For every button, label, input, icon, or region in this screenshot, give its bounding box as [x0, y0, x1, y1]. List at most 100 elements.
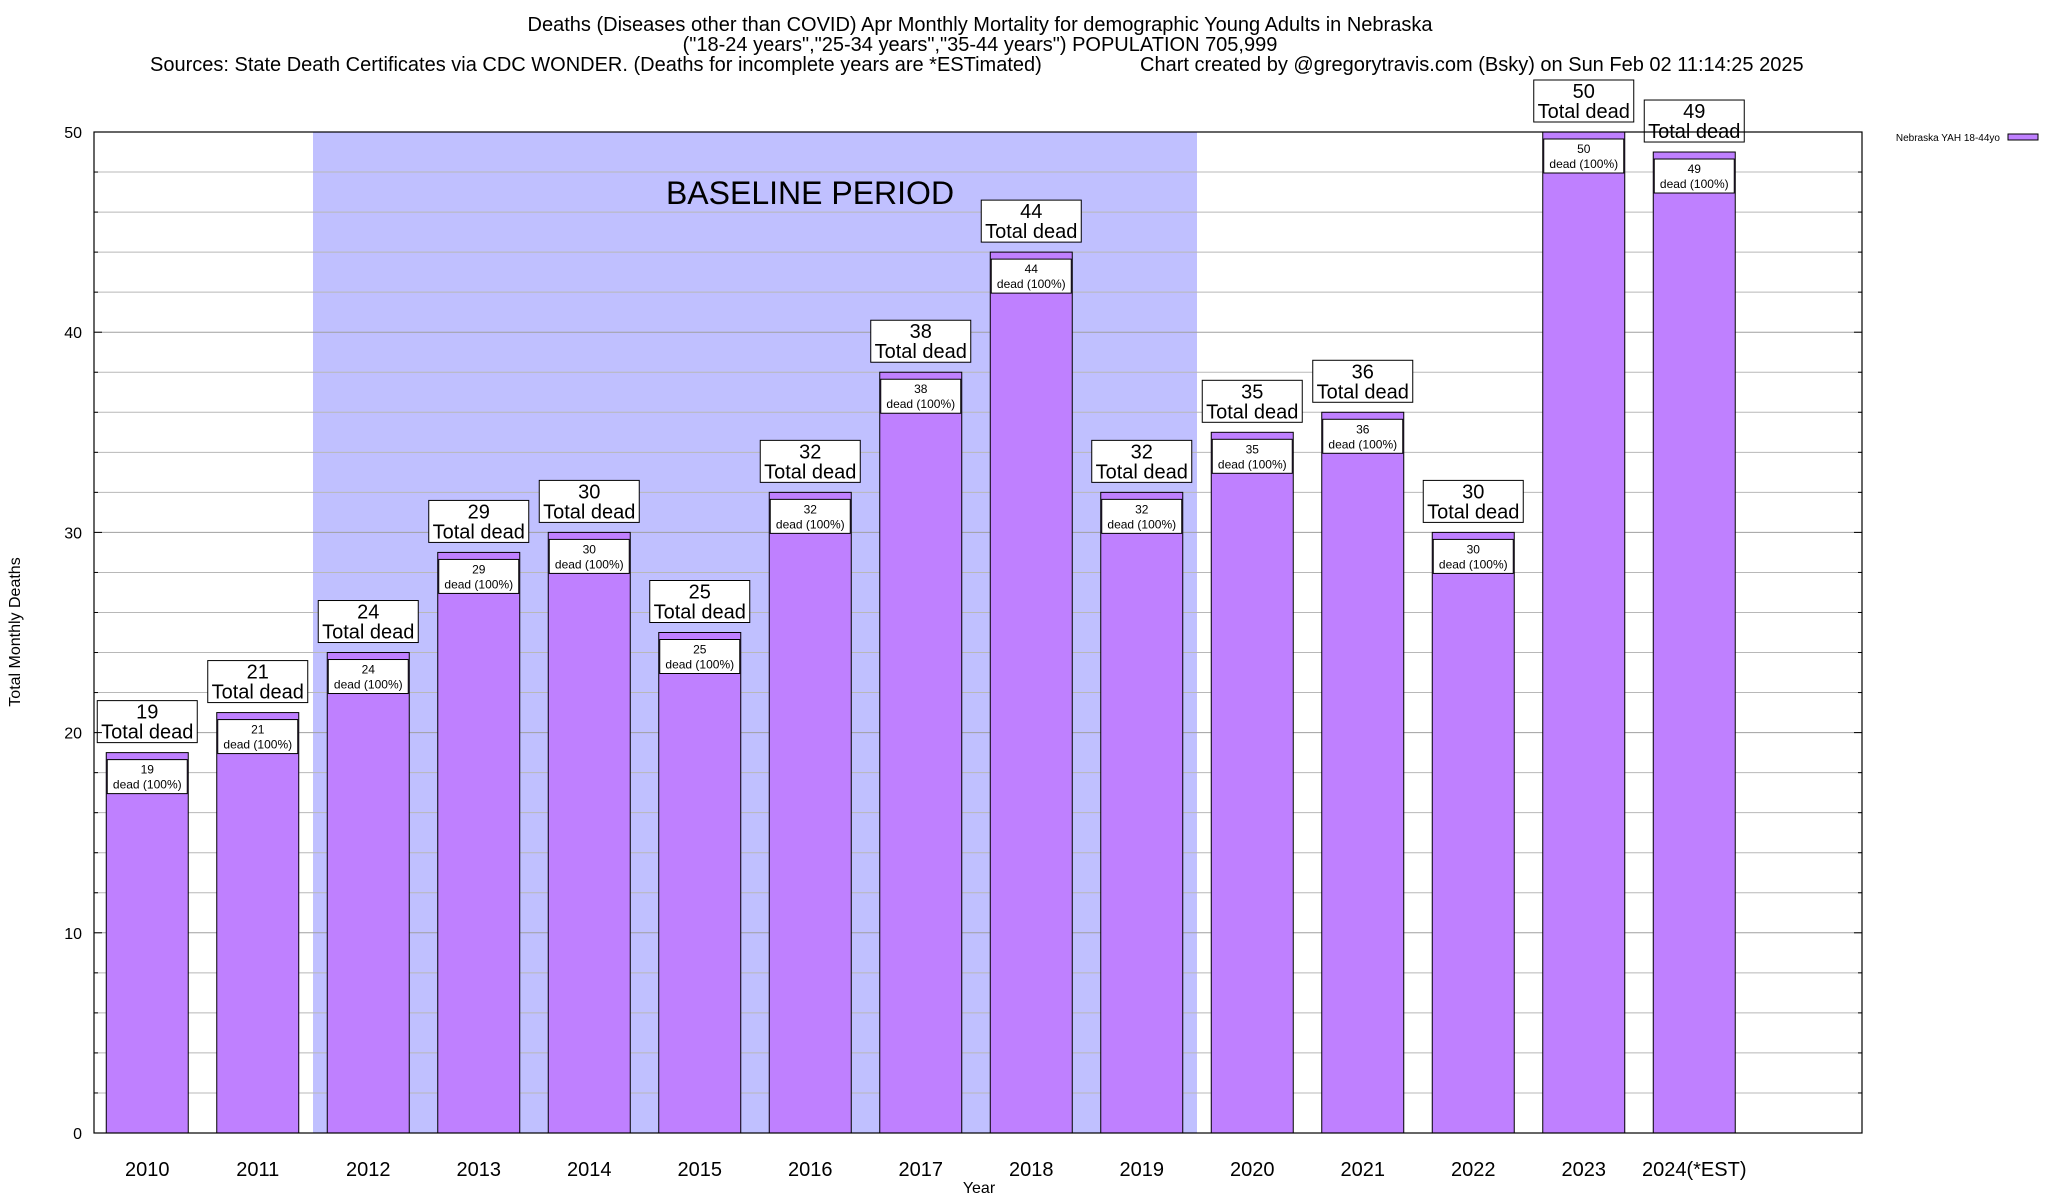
inner-pct-label: dead (100%) — [1107, 517, 1176, 531]
inner-label-box — [548, 538, 630, 574]
inner-label-box — [438, 558, 520, 594]
total-label-box — [1091, 439, 1193, 483]
total-label-box — [207, 660, 309, 704]
total-text-label: Total dead — [322, 622, 414, 644]
total-value-label: 19 — [136, 702, 158, 724]
bar-2021 — [1321, 411, 1405, 1134]
x-tick-label: 2014 — [567, 1159, 612, 1181]
inner-pct-label: dead (100%) — [776, 517, 845, 531]
inner-label-box — [327, 659, 409, 695]
total-label-box — [538, 479, 640, 523]
bar-2024(*EST) — [1652, 151, 1736, 1134]
total-text-label: Total dead — [1096, 461, 1188, 483]
inner-label-box — [769, 498, 851, 534]
total-value-label: 38 — [910, 321, 932, 343]
total-label-box — [96, 700, 198, 744]
y-tick-label: 20 — [64, 726, 82, 743]
inner-pct-label: dead (100%) — [997, 277, 1066, 291]
bar-2013 — [437, 551, 521, 1134]
x-tick-label: 2013 — [457, 1159, 502, 1181]
total-label-box — [980, 199, 1082, 243]
bar-2011 — [216, 712, 300, 1134]
inner-pct-label: dead (100%) — [1660, 177, 1729, 191]
x-tick-label: 2010 — [125, 1159, 170, 1181]
inner-pct-label: dead (100%) — [665, 658, 734, 672]
inner-label-box — [659, 639, 741, 674]
total-text-label: Total dead — [1538, 101, 1630, 123]
total-value-label: 30 — [578, 481, 600, 503]
total-value-label: 30 — [1462, 481, 1484, 503]
total-label-box — [1643, 99, 1745, 143]
inner-pct-label: dead (100%) — [113, 778, 182, 792]
inner-pct-label: dead (100%) — [1218, 457, 1287, 471]
x-tick-label: 2021 — [1341, 1159, 1386, 1181]
x-tick-label: 2017 — [899, 1159, 944, 1181]
inner-label-box — [990, 258, 1072, 294]
total-value-label: 32 — [799, 441, 821, 463]
inner-label-box — [1322, 418, 1404, 454]
total-value-label: 32 — [1131, 441, 1153, 463]
bar-2023 — [1542, 131, 1626, 1134]
y-tick-label: 10 — [64, 926, 82, 943]
inner-label-box — [1211, 438, 1293, 474]
total-label-box — [428, 499, 530, 543]
legend-swatch — [2007, 133, 2039, 141]
total-value-label: 29 — [468, 501, 490, 523]
inner-label-box — [217, 719, 299, 755]
total-value-label: 24 — [357, 602, 379, 624]
inner-pct-label: dead (100%) — [886, 397, 955, 411]
total-value-label: 36 — [1352, 361, 1374, 383]
inner-value-label: 36 — [1356, 422, 1370, 436]
inner-value-label: 44 — [1025, 262, 1039, 276]
chart-subtitle: ("18-24 years","25-34 years","35-44 year… — [682, 34, 1278, 56]
bar-2019 — [1100, 491, 1184, 1134]
total-label-box — [870, 319, 972, 363]
inner-pct-label: dead (100%) — [1439, 557, 1508, 571]
inner-value-label: 30 — [583, 542, 597, 556]
x-tick-label: 2022 — [1451, 1159, 1496, 1181]
total-text-label: Total dead — [1317, 381, 1409, 403]
inner-pct-label: dead (100%) — [444, 577, 513, 591]
bar-2012 — [326, 652, 410, 1134]
inner-pct-label: dead (100%) — [1549, 157, 1618, 171]
x-tick-label: 2023 — [1562, 1159, 1607, 1181]
inner-pct-label: dead (100%) — [1328, 437, 1397, 451]
total-text-label: Total dead — [212, 682, 304, 704]
total-text-label: Total dead — [433, 521, 525, 543]
chart-credit: Chart created by @gregorytravis.com (Bsk… — [1140, 54, 1804, 76]
inner-label-box — [880, 378, 962, 414]
x-tick-label: 2019 — [1120, 1159, 1165, 1181]
bar-2018 — [989, 251, 1073, 1134]
bar-2020 — [1210, 431, 1294, 1134]
x-tick-label: 2020 — [1230, 1159, 1275, 1181]
inner-value-label: 19 — [141, 763, 155, 777]
inner-pct-label: dead (100%) — [334, 678, 403, 692]
inner-label-box — [106, 759, 188, 795]
chart-sources: Sources: State Death Certificates via CD… — [150, 54, 1042, 76]
total-label-box — [1422, 479, 1524, 523]
total-label-box — [759, 439, 861, 483]
total-text-label: Total dead — [764, 461, 856, 483]
bar-2014 — [547, 531, 631, 1134]
total-value-label: 50 — [1573, 81, 1595, 103]
inner-value-label: 49 — [1688, 162, 1702, 176]
inner-value-label: 38 — [914, 382, 928, 396]
total-label-box — [1533, 79, 1635, 123]
x-tick-label: 2011 — [236, 1159, 279, 1181]
bar-2015 — [658, 632, 742, 1134]
total-value-label: 25 — [689, 582, 711, 604]
inner-pct-label: dead (100%) — [555, 557, 624, 571]
x-tick-label: 2018 — [1009, 1159, 1054, 1181]
inner-label-box — [1543, 138, 1625, 174]
bar-2017 — [879, 371, 963, 1134]
total-value-label: 44 — [1020, 201, 1042, 223]
total-label-box — [1201, 379, 1303, 423]
y-tick-label: 0 — [73, 1126, 82, 1143]
chart-title: Deaths (Diseases other than COVID) Apr M… — [527, 14, 1433, 36]
x-axis-title: Year — [963, 1180, 996, 1197]
total-label-box — [1312, 359, 1414, 403]
inner-pct-label: dead (100%) — [223, 738, 292, 752]
inner-label-box — [1101, 498, 1183, 534]
y-tick-label: 30 — [64, 525, 82, 542]
